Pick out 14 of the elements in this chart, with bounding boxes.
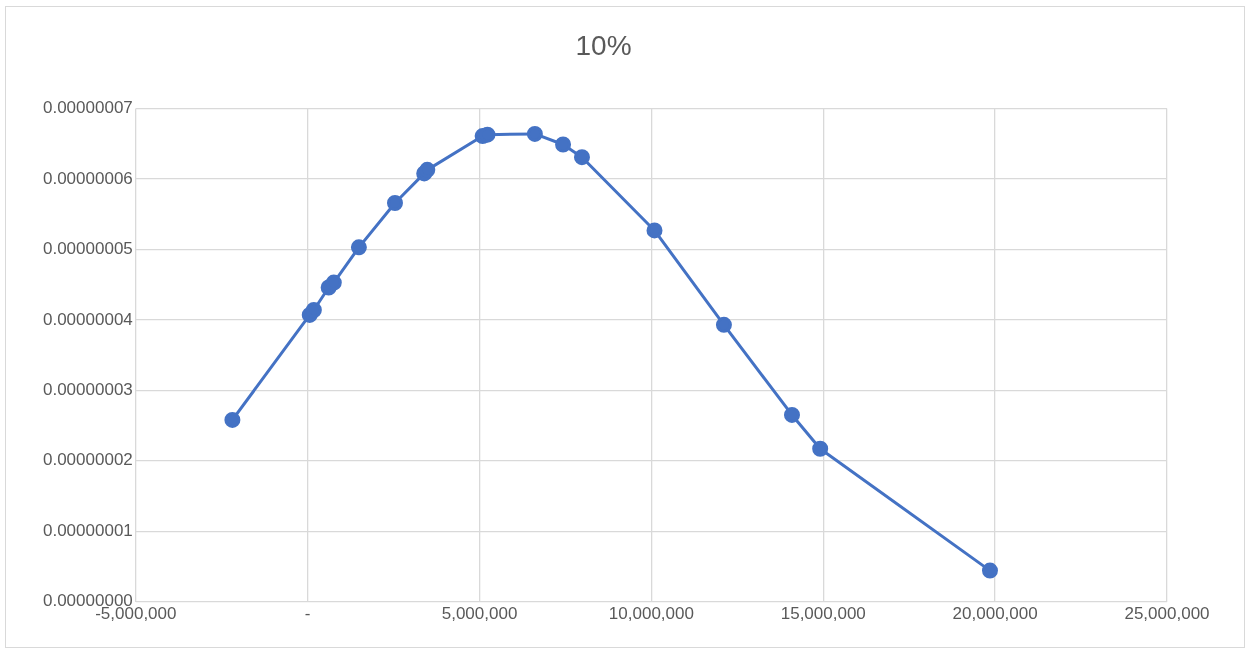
x-tick-label: 20,000,000	[952, 604, 1038, 624]
y-tick-label: 0.00000003	[42, 380, 133, 399]
x-tick-label: 25,000,000	[1124, 604, 1210, 624]
chart-title: 10%	[575, 29, 632, 61]
y-tick-label: 0.00000007	[42, 98, 133, 118]
x-tick-label: 5,000,000	[441, 604, 518, 624]
y-tick-label: 0.00000006	[42, 168, 133, 188]
x-tick-label: -	[304, 604, 311, 624]
x-tick-label: 15,000,000	[780, 604, 866, 624]
y-tick-label: 0.00000002	[42, 450, 133, 470]
x-tick-label: 10,000,000	[608, 604, 694, 624]
y-tick-label: 0.00000005	[42, 239, 133, 259]
y-tick-label: 0.00000001	[42, 520, 133, 540]
y-tick-label: 0.00000004	[42, 309, 133, 329]
